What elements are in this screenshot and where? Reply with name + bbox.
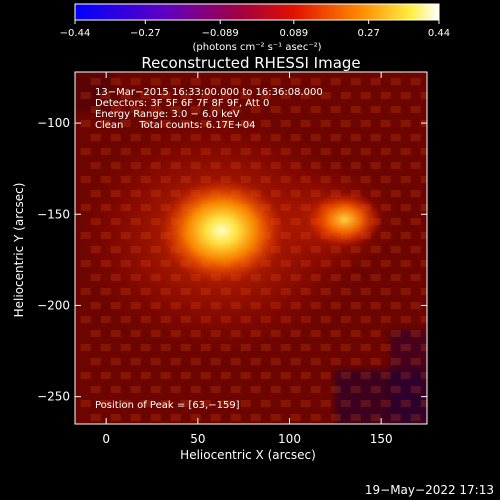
annotation-line: 13−Mar−2015 16:33:00.000 to 16:36:08.000 — [95, 87, 323, 98]
colorbar-unit-label: (photons cm⁻² s⁻¹ asec⁻²) — [192, 42, 321, 53]
source-main — [159, 178, 284, 283]
peak-position-label: Position of Peak = [63,−159] — [95, 400, 240, 411]
x-tick-label: 50 — [190, 432, 205, 446]
annotation-line: Clean Total counts: 6.17E+04 — [95, 120, 255, 131]
x-axis-label: Heliocentric X (arcsec) — [180, 448, 316, 462]
colorbar — [74, 3, 440, 21]
annotation-line: Detectors: 3F 5F 6F 7F 8F 9F, Att 0 — [95, 98, 269, 109]
footer-timestamp: 19−May−2022 17:13 — [365, 483, 494, 497]
y-tick-label: −150 — [37, 207, 70, 221]
y-tick-label: −100 — [37, 116, 70, 130]
annotation-block: 13−Mar−2015 16:33:00.000 to 16:36:08.000… — [95, 87, 323, 131]
y-tick-label: −200 — [37, 298, 70, 312]
x-tick-label: 100 — [278, 432, 301, 446]
plot-frame — [74, 71, 428, 425]
colorbar-tick-label: 0.44 — [428, 28, 450, 39]
colorbar-tick-label: −0.089 — [202, 28, 239, 39]
chart-title: Reconstructed RHESSI Image — [141, 54, 360, 72]
colorbar-tick-label: −0.27 — [130, 28, 161, 39]
x-tick-label: 150 — [370, 432, 393, 446]
annotation-line: Energy Range: 3.0 − 6.0 keV — [95, 109, 240, 120]
colorbar-ticks: −0.44 −0.27 −0.089 0.089 0.27 0.44 — [60, 20, 450, 39]
y-tick-label: −250 — [37, 390, 70, 404]
colorbar-tick-label: −0.44 — [60, 28, 91, 39]
x-tick-label: 0 — [102, 432, 110, 446]
colorbar-tick-label: 0.089 — [279, 28, 308, 39]
source-secondary — [306, 191, 383, 248]
colorbar-tick-label: 0.27 — [358, 28, 380, 39]
axes: 0 50 100 150 −100 −150 −200 −250 — [37, 72, 427, 446]
y-axis-label: Heliocentric Y (arcsec) — [12, 183, 26, 318]
